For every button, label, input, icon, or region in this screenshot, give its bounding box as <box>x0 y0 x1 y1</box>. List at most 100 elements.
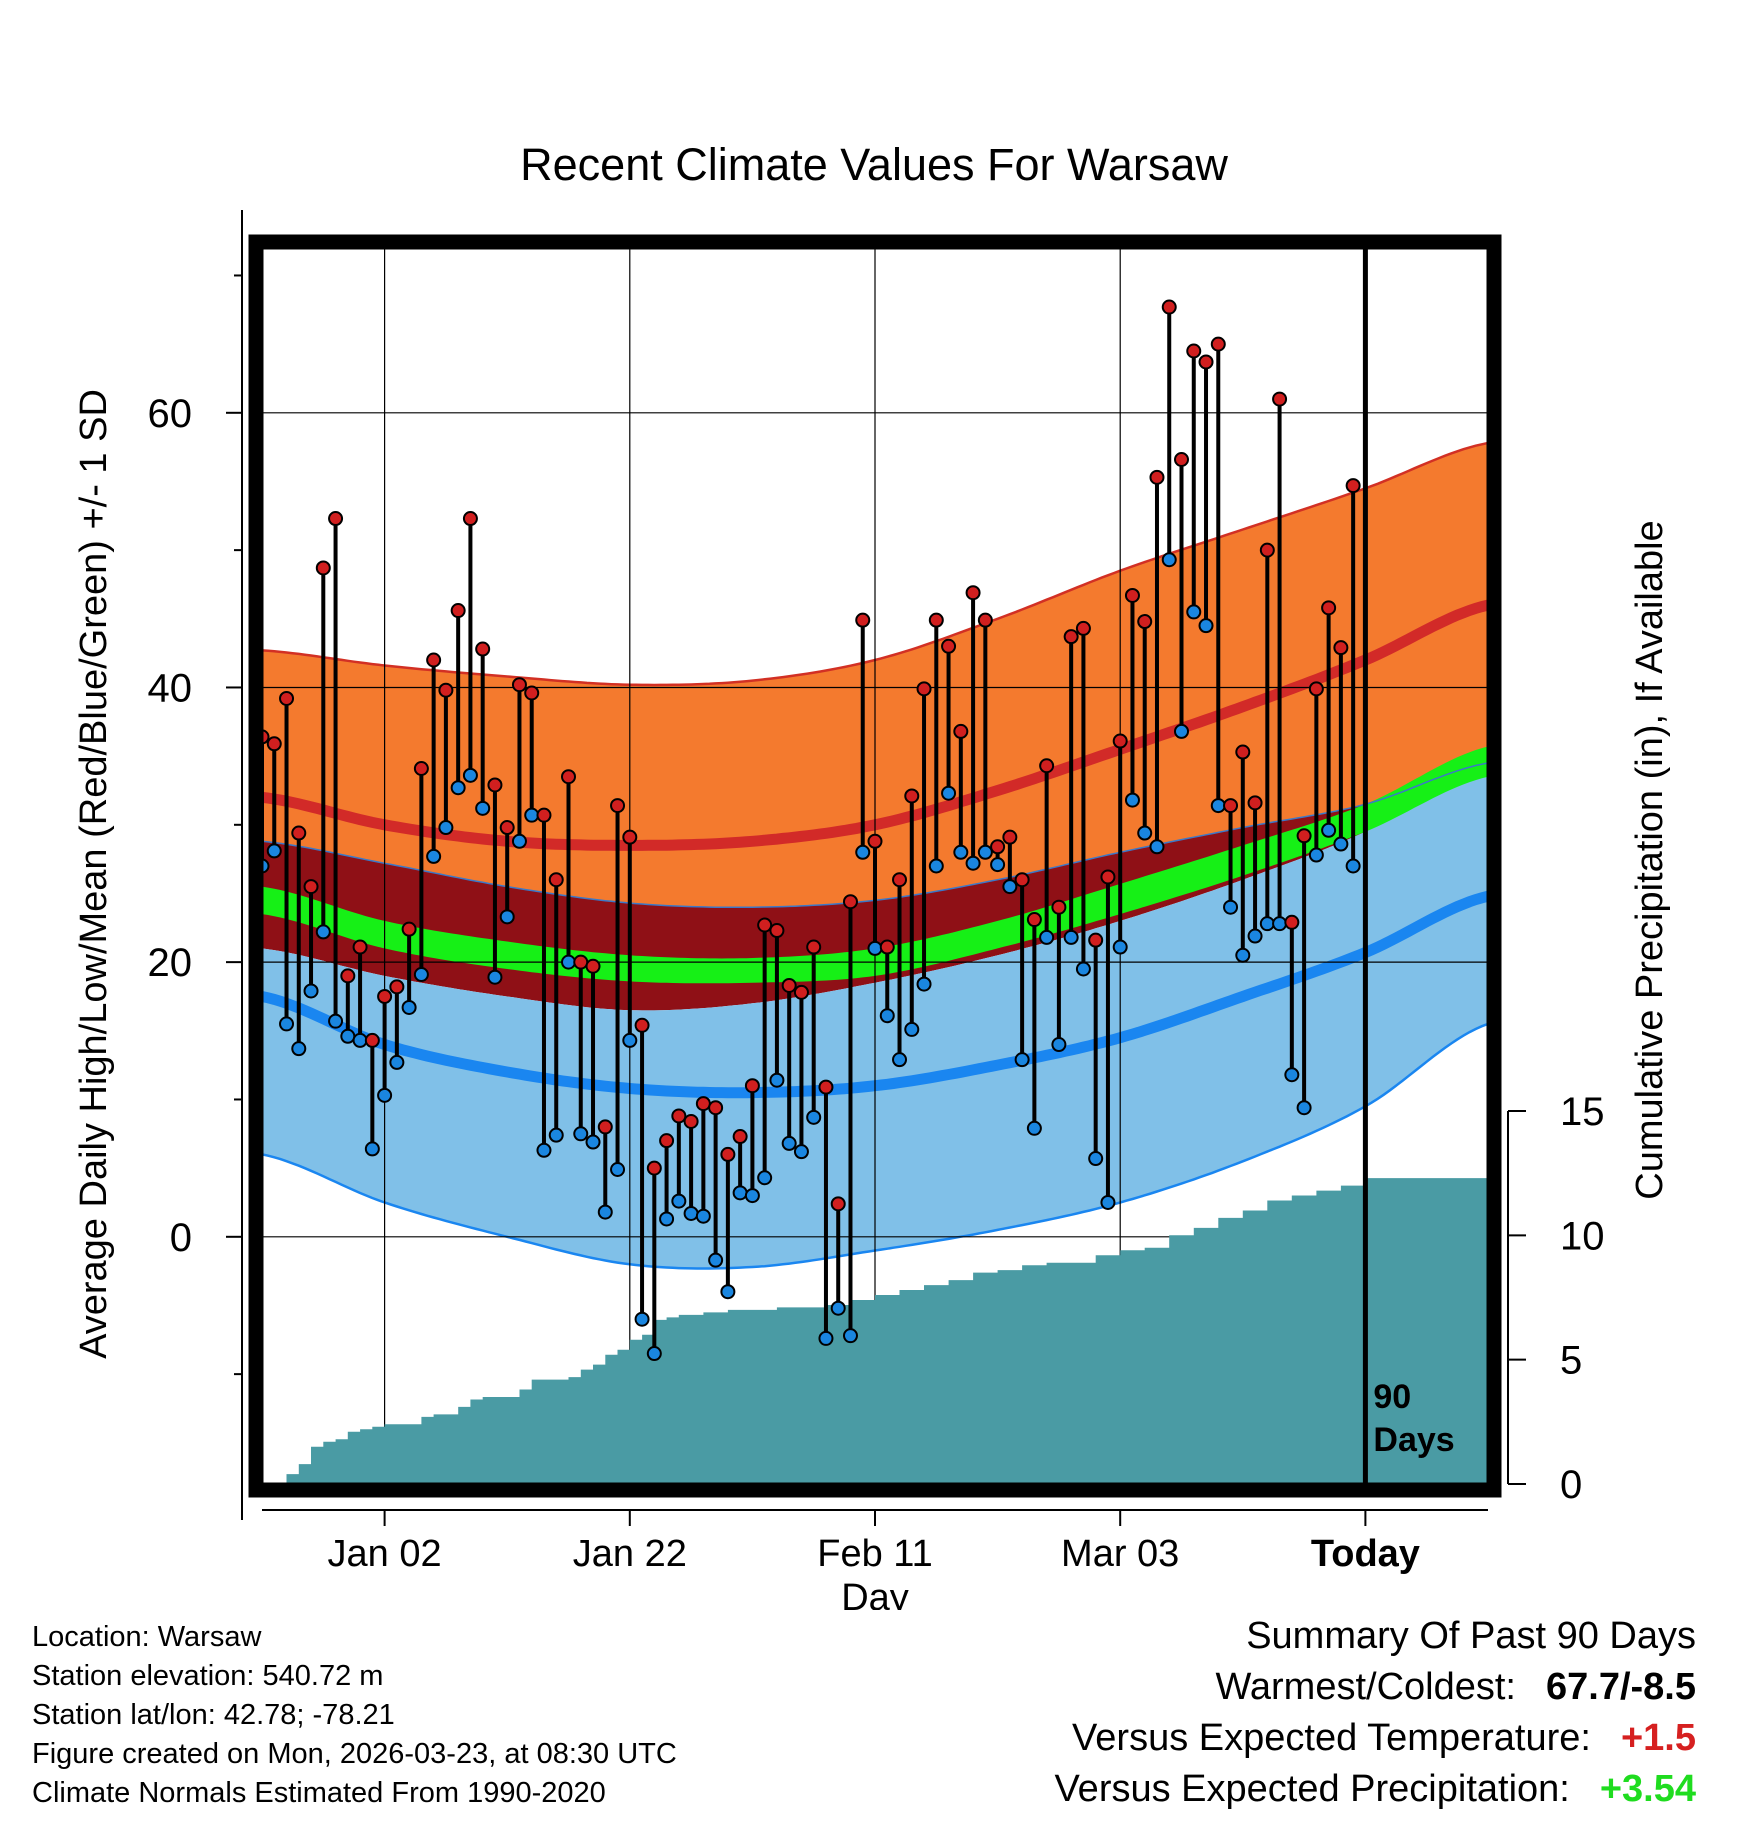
daily-low-point <box>524 807 540 823</box>
temp-anomaly-value: +1.5 <box>1620 1717 1696 1759</box>
x-tick-label: Mar 03 <box>1061 1533 1179 1575</box>
daily-low-point <box>389 1054 405 1070</box>
daily-low-point <box>291 1041 307 1057</box>
daily-high-point <box>1308 681 1324 697</box>
daily-high-point <box>1198 354 1214 370</box>
normals-text: Climate Normals Estimated From 1990-2020 <box>32 1777 606 1809</box>
daily-low-point <box>769 1072 785 1088</box>
daily-high-point <box>315 560 331 576</box>
daily-high-point <box>413 760 429 776</box>
daily-high-point <box>548 872 564 888</box>
daily-low-point <box>965 855 981 871</box>
daily-high-point <box>266 736 282 752</box>
daily-low-point <box>990 857 1006 873</box>
daily-low-point <box>561 954 576 970</box>
daily-low-point <box>1345 858 1361 874</box>
daily-low-point <box>1088 1151 1104 1167</box>
daily-low-point <box>842 1328 858 1344</box>
daily-high-point <box>879 939 895 955</box>
daily-high-point <box>1137 614 1153 630</box>
daily-high-point <box>1333 640 1349 656</box>
daily-low-point <box>462 767 478 783</box>
daily-low-point <box>1198 618 1214 634</box>
daily-high-point <box>487 777 503 793</box>
daily-low-point <box>1100 1194 1116 1210</box>
daily-low-point <box>977 844 993 860</box>
daily-high-point <box>1100 869 1116 885</box>
daily-low-point <box>830 1300 846 1316</box>
daily-low-point <box>732 1185 748 1201</box>
daily-high-point <box>1210 336 1226 352</box>
x-axis-label: Day <box>841 1577 909 1610</box>
daily-high-point <box>340 968 356 984</box>
daily-high-point <box>695 1096 711 1112</box>
daily-high-point <box>928 612 944 628</box>
daily-low-point <box>262 858 270 874</box>
elevation-text: Station elevation: 540.72 m <box>32 1660 384 1692</box>
y-tick-label: 60 <box>148 392 193 436</box>
daily-high-point <box>1112 733 1128 749</box>
daily-high-point <box>990 839 1006 855</box>
x-tick-label: Today <box>1311 1533 1420 1575</box>
x-tick-label: Jan 22 <box>573 1533 687 1575</box>
daily-high-point <box>401 921 417 937</box>
daily-high-point <box>279 690 295 706</box>
daily-low-point <box>695 1208 711 1224</box>
daily-high-point <box>610 798 626 814</box>
created-text: Figure created on Mon, 2026-03-23, at 08… <box>32 1738 677 1770</box>
daily-low-point <box>953 844 969 860</box>
x-tick-label: Jan 02 <box>328 1533 442 1575</box>
daily-high-point <box>499 820 515 836</box>
daily-high-point <box>867 833 883 849</box>
daily-low-point <box>1308 847 1324 863</box>
daily-high-point <box>1247 795 1263 811</box>
daily-low-point <box>708 1252 724 1268</box>
daily-low-point <box>450 780 466 796</box>
station-info: Location: Warsaw Station elevation: 540.… <box>32 1618 677 1813</box>
daily-low-point <box>1161 552 1177 568</box>
daily-low-point <box>1112 939 1128 955</box>
daily-high-point <box>426 652 442 668</box>
daily-low-point <box>916 976 932 992</box>
daily-high-point <box>953 723 969 739</box>
daily-low-point <box>806 1109 822 1125</box>
location-text: Location: Warsaw <box>32 1621 262 1653</box>
daily-high-point <box>965 585 981 601</box>
daily-high-point <box>830 1196 846 1212</box>
daily-low-point <box>1026 1120 1042 1136</box>
daily-high-point <box>1149 469 1165 485</box>
daily-low-point <box>757 1170 773 1186</box>
daily-high-point <box>573 954 589 970</box>
daily-low-point <box>720 1284 736 1300</box>
daily-high-point <box>1345 478 1361 494</box>
daily-low-point <box>315 924 331 940</box>
daily-low-point <box>1051 1037 1067 1053</box>
daily-low-point <box>1284 1067 1300 1083</box>
daily-low-point <box>1002 879 1018 895</box>
daily-high-point <box>389 979 405 995</box>
daily-low-point <box>1075 961 1091 977</box>
plot-frame <box>248 234 1502 1498</box>
daily-high-point <box>450 603 466 619</box>
daily-low-point <box>1235 947 1251 963</box>
daily-high-point <box>732 1129 748 1145</box>
daily-high-point <box>536 807 552 823</box>
daily-high-point <box>720 1146 736 1162</box>
daily-high-point <box>977 612 993 628</box>
daily-low-point <box>1223 899 1239 915</box>
daily-low-point <box>548 1127 564 1143</box>
daily-low-point <box>1296 1100 1312 1116</box>
daily-low-point <box>1333 836 1349 852</box>
daily-low-point <box>1137 825 1153 841</box>
daily-high-point <box>364 1032 380 1048</box>
climate-chart: Recent Climate Values For Warsaw 90Days … <box>73 139 1671 1610</box>
daily-high-point <box>842 894 858 910</box>
y2-tick-label: 0 <box>1560 1463 1582 1507</box>
daily-low-point <box>1149 839 1165 855</box>
daily-high-point <box>1026 912 1042 928</box>
daily-low-point <box>659 1211 675 1227</box>
daily-high-point <box>634 1017 650 1033</box>
daily-low-point <box>1124 792 1140 808</box>
y2-axis-label: Cumulative Precipitation (in), If Availa… <box>1629 520 1671 1199</box>
daily-low-point <box>634 1311 650 1327</box>
